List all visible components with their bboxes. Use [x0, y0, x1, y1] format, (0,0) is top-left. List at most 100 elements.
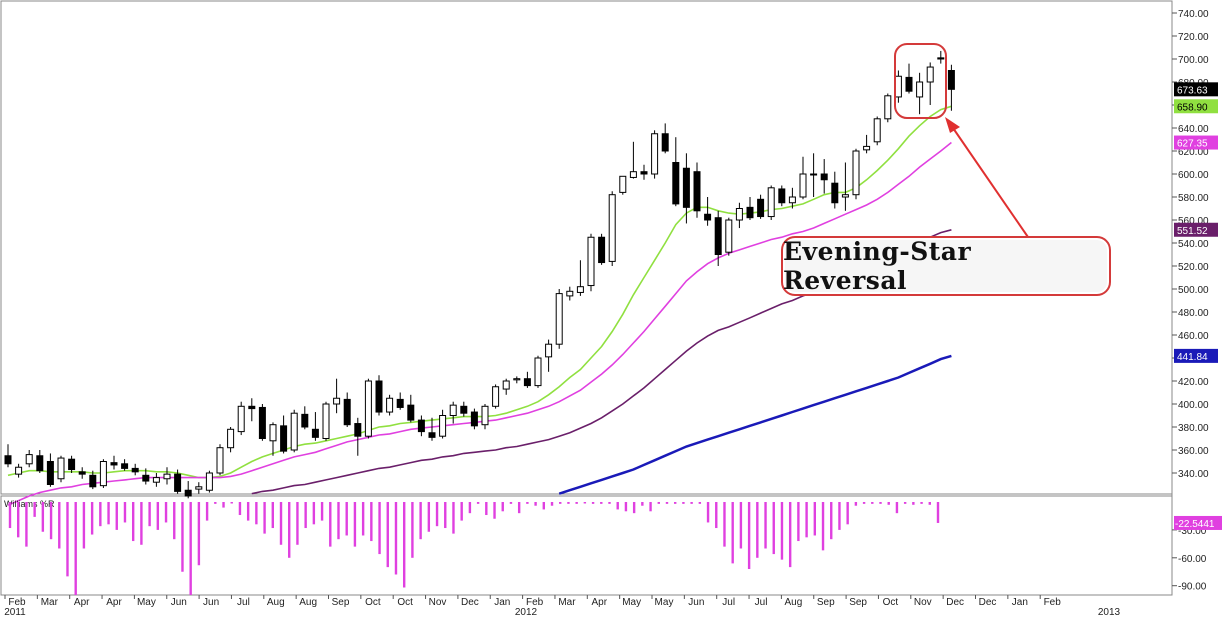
x-month-label: Jan	[494, 597, 510, 608]
candle-body	[89, 474, 97, 488]
candle-body	[57, 457, 65, 480]
x-month-label: Feb	[1044, 597, 1062, 608]
candle-body	[841, 194, 849, 198]
candle-body	[937, 57, 945, 60]
candle-body	[375, 380, 383, 413]
candle-body	[216, 447, 224, 474]
candle-body	[704, 213, 712, 221]
moving-average-value-label: 627.35	[1177, 139, 1208, 150]
x-month-label: May	[622, 597, 641, 608]
candle-body	[916, 81, 924, 98]
indicator-value-badge	[1174, 515, 1222, 530]
indicator-panel-frame	[0, 495, 1173, 596]
candle-body	[205, 472, 213, 491]
annotation-arrow-line	[952, 127, 1031, 241]
evening-star-highlight-circle	[894, 43, 947, 119]
candle-body	[608, 194, 616, 262]
candle-body	[492, 386, 500, 407]
candle-body	[513, 378, 521, 381]
indicator-y-tick-label: -90.00	[1178, 582, 1207, 593]
candle-body	[619, 175, 627, 193]
indicator-value-label: -22.5441	[1175, 519, 1215, 530]
candle-body	[757, 198, 765, 218]
candle-body	[280, 425, 288, 452]
candle-body	[322, 403, 330, 439]
candle-body	[523, 378, 531, 387]
candle-body	[682, 167, 690, 208]
x-month-label: Jun	[171, 597, 187, 608]
x-month-label: Feb	[526, 597, 544, 608]
y-tick-label: 500.00	[1178, 285, 1209, 296]
candle-body	[735, 208, 743, 221]
candle-body	[778, 188, 786, 204]
candle-body	[640, 171, 648, 175]
candle-body	[460, 405, 468, 414]
candle-body	[502, 380, 510, 390]
indicator-y-tick-label: -30.00	[1178, 526, 1207, 537]
candle-body	[481, 405, 489, 426]
y-tick-label: 560.00	[1178, 216, 1209, 227]
y-tick-label: 700.00	[1178, 55, 1209, 66]
candle-body	[788, 196, 796, 204]
candle-body	[25, 454, 33, 465]
candle-body	[15, 466, 23, 475]
candle-body	[555, 293, 563, 345]
x-month-label: Apr	[106, 597, 122, 608]
candle-body	[110, 462, 118, 466]
moving-average-value-label: 441.84	[1177, 352, 1208, 363]
candle-body	[78, 471, 86, 475]
x-month-label: Dec	[979, 597, 997, 608]
candle-body	[767, 187, 775, 218]
candle-body	[714, 217, 722, 255]
candle-body	[237, 405, 245, 433]
candle-body	[598, 236, 606, 264]
y-tick-label: 620.00	[1178, 147, 1209, 158]
x-year-label: 2011	[4, 607, 26, 618]
candle-body	[386, 397, 394, 413]
candle-body	[99, 461, 107, 487]
annotation-arrow-head	[945, 117, 960, 133]
x-month-label: Mar	[41, 597, 59, 608]
x-month-label: Jan	[1012, 597, 1028, 608]
candle-body	[863, 145, 871, 151]
indicator-y-tick-label: -60.00	[1178, 554, 1207, 565]
candle-body	[333, 397, 341, 405]
candle-body	[364, 380, 372, 437]
y-tick-label: 380.00	[1178, 423, 1209, 434]
x-month-label: Feb	[8, 597, 26, 608]
x-month-label: Nov	[429, 597, 447, 608]
x-month-label: Jul	[722, 597, 735, 608]
moving-average-line	[7, 105, 952, 479]
moving-average-value-label: 658.90	[1177, 102, 1208, 113]
candle-body	[174, 473, 182, 492]
last-price-label: 673.63	[1177, 85, 1208, 96]
candle-body	[449, 404, 457, 416]
y-tick-label: 480.00	[1178, 308, 1209, 319]
candle-body	[354, 423, 362, 437]
candle-body	[651, 133, 659, 175]
candle-body	[417, 419, 425, 433]
x-month-label: Mar	[558, 597, 576, 608]
candle-body	[852, 150, 860, 196]
y-tick-label: 740.00	[1178, 9, 1209, 20]
candle-body	[184, 489, 192, 497]
y-tick-label: 580.00	[1178, 193, 1209, 204]
moving-average-value-badge	[1174, 99, 1218, 114]
candle-body	[629, 171, 637, 178]
x-month-label: Sep	[849, 597, 867, 608]
x-year-label: 2012	[515, 607, 538, 618]
candle-body	[545, 343, 553, 358]
candle-body	[820, 173, 828, 181]
moving-average-value-badge	[1174, 222, 1218, 237]
candle-body	[672, 162, 680, 205]
last-price-badge	[1174, 82, 1218, 97]
moving-average-line	[558, 354, 952, 495]
x-month-label: Aug	[267, 597, 285, 608]
moving-average-value-label: 551.52	[1177, 226, 1208, 237]
candle-body	[799, 173, 807, 198]
x-month-label: Dec	[461, 597, 479, 608]
y-tick-label: 360.00	[1178, 446, 1209, 457]
x-month-label: Apr	[74, 597, 90, 608]
candle-body	[407, 404, 415, 421]
